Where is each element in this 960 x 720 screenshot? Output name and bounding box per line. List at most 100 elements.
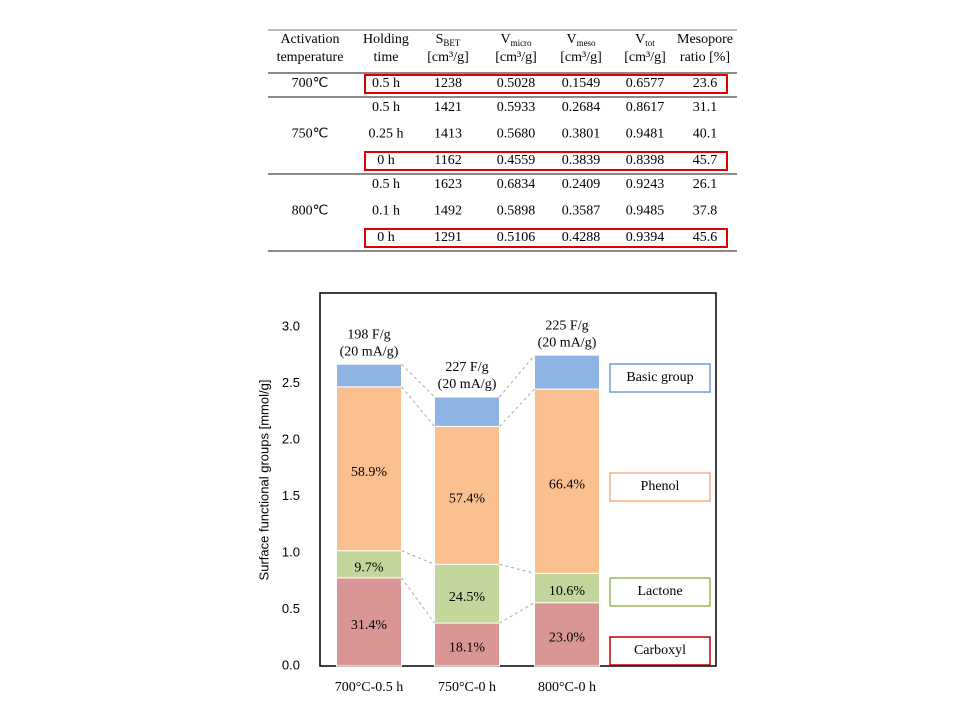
- table-cell: 45.6: [693, 230, 718, 245]
- table-cell: 0.1 h: [372, 204, 400, 219]
- subscript: BET: [443, 38, 461, 48]
- x-tick-label: 700°C-0.5 h: [335, 680, 404, 695]
- table-cell: 0.5 h: [372, 177, 400, 192]
- segment-label: 23.0%: [549, 631, 586, 646]
- table-cell: 0.5 h: [372, 76, 400, 91]
- header-text: ratio [%]: [680, 50, 730, 65]
- header-symbol: Vmicro: [500, 32, 532, 48]
- connector: [401, 577, 435, 624]
- legend-box: [609, 363, 711, 393]
- header-symbol: Vmeso: [566, 32, 596, 48]
- symbol: V: [500, 32, 510, 47]
- table-cell: 0.5028: [497, 76, 536, 91]
- capacity-label: 198 F/g: [347, 327, 390, 342]
- table-cell: 0.5 h: [372, 100, 400, 115]
- bar-segment: [336, 550, 402, 579]
- bar-segment: [434, 563, 500, 624]
- header-unit: [cm³/g]: [624, 50, 666, 65]
- table-cell: 37.8: [693, 204, 718, 219]
- table-cell: 23.6: [693, 76, 718, 91]
- table-cell: 26.1: [693, 177, 718, 192]
- legend-label: Basic group: [626, 370, 693, 385]
- plot-frame: [319, 292, 717, 667]
- table-cell: 1413: [434, 127, 462, 142]
- bar-segment: [534, 572, 600, 604]
- table-cell: 0.4559: [497, 153, 536, 168]
- highlight-box: [364, 74, 728, 94]
- table-cell: 0.8398: [626, 153, 665, 168]
- capacity-label: 225 F/g: [545, 318, 588, 333]
- segment-label: 57.4%: [449, 492, 486, 507]
- legend-label: Lactone: [637, 584, 682, 599]
- table-cell: 40.1: [693, 127, 718, 142]
- table-cell: 0.1549: [562, 76, 601, 91]
- connector: [401, 363, 435, 398]
- header-text: Mesopore: [677, 32, 733, 47]
- table-cell: 0.3839: [562, 153, 601, 168]
- connector: [499, 388, 535, 427]
- header-text: temperature: [277, 50, 344, 65]
- header-unit: [cm³/g]: [427, 50, 469, 65]
- current-label: (20 mA/g): [538, 335, 597, 350]
- current-label: (20 mA/g): [340, 344, 399, 359]
- symbol: V: [635, 32, 645, 47]
- table-cell: 0.5106: [497, 230, 536, 245]
- bar-segment: [336, 363, 402, 388]
- table-cell: 0 h: [377, 153, 395, 168]
- table-cell: 0.5898: [497, 204, 536, 219]
- segment-label: 66.4%: [549, 477, 586, 492]
- segment-label: 31.4%: [351, 618, 388, 633]
- x-tick-label: 800°C-0 h: [538, 680, 596, 695]
- header-text: Holding: [363, 32, 409, 47]
- bar-segment: [434, 622, 500, 667]
- header-symbol: SBET: [436, 32, 461, 48]
- table-cell: 45.7: [693, 153, 718, 168]
- table-cell: 0.25 h: [369, 127, 404, 142]
- table-cell: 1291: [434, 230, 462, 245]
- symbol: S: [436, 32, 444, 47]
- y-tick-label: 1.5: [282, 488, 300, 503]
- bar-segment: [434, 425, 500, 565]
- legend-box: [609, 636, 711, 666]
- legend-box: [609, 577, 711, 607]
- y-tick-label: 2.5: [282, 375, 300, 390]
- segment-label: 10.6%: [549, 584, 586, 599]
- symbol: V: [566, 32, 576, 47]
- table-cell: 1238: [434, 76, 462, 91]
- table-cell: 0.9243: [626, 177, 665, 192]
- y-tick-label: 1.0: [282, 544, 300, 559]
- table-cell: 0.9394: [626, 230, 665, 245]
- segment-label: 9.7%: [354, 560, 384, 575]
- current-label: (20 mA/g): [438, 377, 497, 392]
- bar-segment: [336, 386, 402, 552]
- table-cell: 0.5680: [497, 127, 536, 142]
- table-cell: 1421: [434, 100, 462, 115]
- table-cell: 1492: [434, 204, 462, 219]
- table-cell: 0.6577: [626, 76, 665, 91]
- y-tick-label: 0.5: [282, 601, 300, 616]
- table-cell: 0.9481: [626, 127, 665, 142]
- subscript: meso: [577, 38, 596, 48]
- legend-box: [609, 472, 711, 502]
- table-cell: 1623: [434, 177, 462, 192]
- connector: [401, 386, 435, 427]
- header-text: Activation: [280, 32, 339, 47]
- highlight-box: [364, 151, 728, 171]
- segment-label: 18.1%: [449, 641, 486, 656]
- connector: [401, 550, 435, 565]
- subscript: micro: [511, 38, 532, 48]
- table-cell: 0.9485: [626, 204, 665, 219]
- temperature: 800℃: [292, 204, 329, 219]
- table-cell: 0.6834: [497, 177, 536, 192]
- segment-label: 58.9%: [351, 465, 388, 480]
- header-unit: [cm³/g]: [560, 50, 602, 65]
- connector: [499, 354, 535, 398]
- temperature: 750℃: [292, 127, 329, 142]
- table-cell: 0.2409: [562, 177, 601, 192]
- header-text: time: [374, 50, 399, 65]
- table-cell: 0.4288: [562, 230, 601, 245]
- y-tick-label: 3.0: [282, 318, 300, 333]
- connector: [499, 563, 535, 574]
